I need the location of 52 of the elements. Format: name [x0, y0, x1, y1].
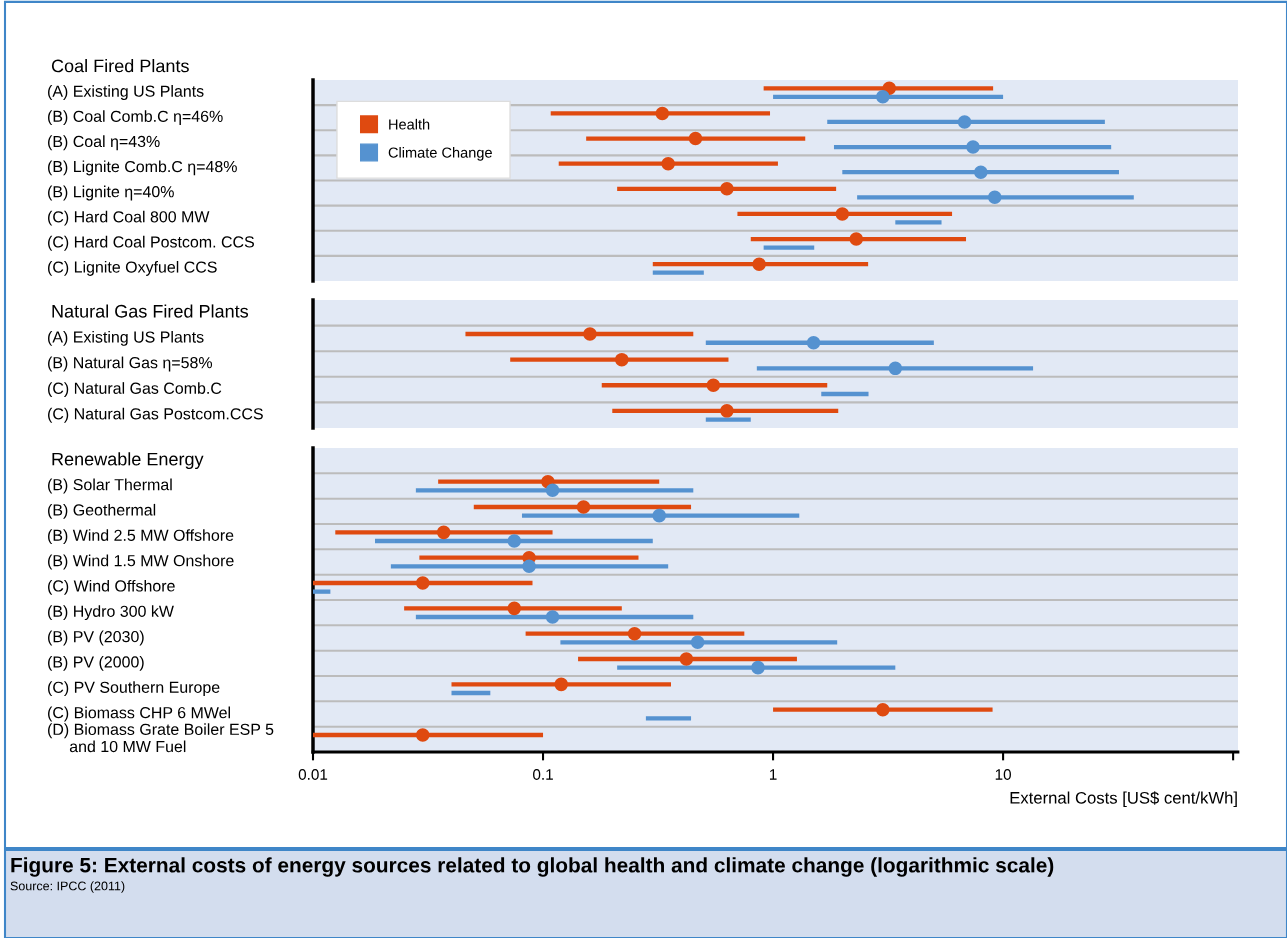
x-tick-label: 0.01	[298, 769, 328, 780]
bar	[451, 682, 671, 687]
y-tick-label: (C) Hard Coal 800 MW	[48, 210, 210, 226]
bar	[895, 220, 942, 225]
y-tick-label: (C) Lignite Oxyfuel CCS	[48, 260, 217, 276]
bar	[335, 530, 553, 535]
y-tick-label: (B) PV (2000)	[48, 655, 144, 671]
y-tick-label: (B) Lignite η=40%	[48, 185, 174, 201]
x-tick-label: 0.1	[533, 769, 553, 780]
y-tick-label: (B) Solar Thermal	[48, 478, 172, 494]
bar	[521, 513, 800, 518]
y-tick-label: (B) Geothermal	[48, 503, 156, 519]
x-tick-label: 1	[769, 769, 777, 780]
legend-label: Health	[389, 118, 430, 130]
bar	[510, 357, 729, 362]
bar	[705, 417, 751, 422]
legend-label: Climate Change	[388, 147, 492, 161]
caption: Figure 5: External costs of energy sources related to global health and climate change (logarithmic scale)	[11, 857, 1054, 877]
text: Coal Fired Plants	[51, 59, 189, 73]
bar	[652, 270, 704, 275]
text: Renewable Energy	[52, 452, 204, 470]
x-axis-title: External Costs [US$ cent/kWh]	[1010, 791, 1237, 808]
bar	[645, 716, 692, 721]
y-tick-label: (C) PV Southern Europe	[48, 681, 220, 697]
y-tick-label: (A) Existing US Plants	[48, 85, 204, 101]
source-note: Source: IPCC (2011)	[10, 881, 125, 893]
y-tick-label: (C) Natural Gas Comb.C	[48, 382, 222, 398]
bar	[404, 606, 622, 611]
y-tick-label: (A) Existing US Plants	[48, 330, 204, 346]
y-tick-label: (D) Biomass Grate Boiler ESP 5 and 10 MW Fuel	[48, 723, 274, 753]
y-tick-label: (B) Wind 1.5 MW Onshore	[48, 554, 234, 570]
bar	[550, 111, 771, 116]
y-tick-label: (B) Hydro 300 kW	[48, 605, 174, 621]
y-tick-label: (C) Biomass CHP 6 MWel	[48, 706, 230, 722]
y-tick-label: (B) PV (2030)	[48, 630, 144, 646]
y-tick-label: (B) Wind 2.5 MW Offshore	[48, 529, 234, 545]
bar	[763, 245, 815, 250]
x-tick-label: 10	[995, 769, 1011, 780]
y-tick-label: (C) Natural Gas Postcom.CCS	[48, 407, 263, 423]
bar	[451, 690, 491, 696]
y-tick-label: (B) Natural Gas η=58%	[48, 356, 213, 372]
y-tick-label: (C) Hard Coal Postcom. CCS	[48, 235, 254, 251]
y-tick-label: (B) Coal η=43%	[48, 135, 160, 151]
y-tick-label: (B) Coal Comb.C η=46%	[48, 110, 223, 126]
y-tick-label: (B) Lignite Comb.C η=48%	[48, 160, 237, 176]
bar	[821, 391, 869, 397]
text: Natural Gas Fired Plants	[52, 304, 249, 318]
bar	[586, 136, 806, 141]
bar	[756, 366, 1034, 371]
y-tick-label: (C) Wind Offshore	[48, 579, 175, 595]
bar	[313, 589, 331, 594]
bar	[617, 665, 896, 670]
